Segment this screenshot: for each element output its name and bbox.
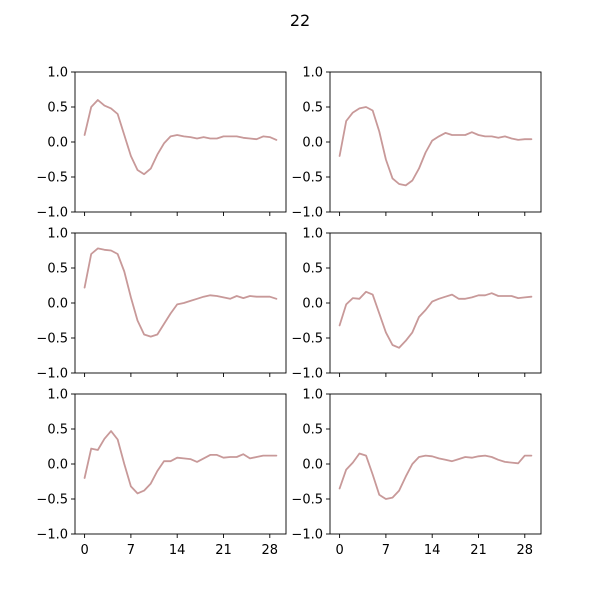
- series-line: [83, 247, 278, 338]
- subplot-row-1-col-2: −1.0 −0.5 0.0 0.5 1.0: [291, 66, 542, 221]
- y-tick-label: 0.5: [302, 262, 323, 277]
- subplot-row-1-col-1: −1.0 −0.5 0.0 0.5 1.0: [36, 66, 287, 221]
- subplot-row-3-col-2: −1.0 −0.5 0.0 0.5 1.0 0 7 14 21 28: [291, 388, 542, 558]
- subplot-grid: −1.0 −0.5 0.0 0.5 1.0 −1.0 −0.5 0.0 0.5 1.0 −1.0 −0…: [36, 66, 542, 558]
- y-tick-label: 0.5: [47, 423, 68, 438]
- y-tick-label: 0.5: [302, 423, 323, 438]
- y-tick-label: 1.0: [47, 66, 68, 81]
- x-tick-label: 7: [382, 543, 390, 558]
- x-tick-label: 21: [470, 543, 487, 558]
- axes-frame: [329, 393, 542, 535]
- series-line: [83, 430, 278, 495]
- y-tick-label: 1.0: [302, 227, 323, 242]
- x-tick-label: 0: [335, 543, 343, 558]
- y-tick-label: 0.5: [47, 262, 68, 277]
- y-tick-label: 0.0: [302, 297, 323, 312]
- y-tick-label: 0.0: [302, 136, 323, 151]
- series-line: [338, 106, 533, 187]
- y-tick-label: −1.0: [291, 528, 323, 543]
- axes-frame: [74, 71, 287, 213]
- y-tick-label: −0.5: [291, 332, 323, 347]
- y-tick-label: 0.0: [47, 136, 68, 151]
- x-tick-label: 28: [262, 543, 279, 558]
- x-tick-label: 28: [517, 543, 534, 558]
- series-line: [83, 99, 278, 176]
- y-tick-label: 1.0: [302, 388, 323, 403]
- y-tick-label: 1.0: [47, 227, 68, 242]
- x-tick-label: 21: [215, 543, 232, 558]
- subplot-row-2-col-1: −1.0 −0.5 0.0 0.5 1.0: [36, 227, 287, 382]
- y-tick-label: −0.5: [36, 332, 68, 347]
- y-tick-label: −1.0: [291, 206, 323, 221]
- axes-frame: [329, 71, 542, 213]
- y-tick-label: 0.0: [302, 458, 323, 473]
- y-tick-label: −1.0: [36, 206, 68, 221]
- y-tick-label: 0.0: [47, 458, 68, 473]
- series-line: [338, 290, 533, 349]
- y-tick-label: −1.0: [36, 367, 68, 382]
- x-tick-label: 14: [424, 543, 441, 558]
- y-tick-label: −0.5: [36, 171, 68, 186]
- y-tick-label: −0.5: [291, 171, 323, 186]
- y-tick-label: 0.5: [47, 101, 68, 116]
- axes-frame: [74, 393, 287, 535]
- y-tick-label: −0.5: [291, 493, 323, 508]
- axes-frame: [329, 232, 542, 374]
- y-tick-label: 0.5: [302, 101, 323, 116]
- y-tick-label: −0.5: [36, 493, 68, 508]
- x-tick-label: 7: [127, 543, 135, 558]
- subplot-row-3-col-1: −1.0 −0.5 0.0 0.5 1.0 0 7 14 21 28: [36, 388, 287, 558]
- y-tick-label: −1.0: [36, 528, 68, 543]
- y-tick-label: 0.0: [47, 297, 68, 312]
- y-tick-label: −1.0: [291, 367, 323, 382]
- figure-title: 22: [290, 11, 310, 30]
- x-tick-label: 0: [80, 543, 88, 558]
- subplot-row-2-col-2: −1.0 −0.5 0.0 0.5 1.0: [291, 227, 542, 382]
- series-line: [338, 452, 533, 500]
- y-tick-label: 1.0: [302, 66, 323, 81]
- y-tick-label: 1.0: [47, 388, 68, 403]
- x-tick-label: 14: [169, 543, 186, 558]
